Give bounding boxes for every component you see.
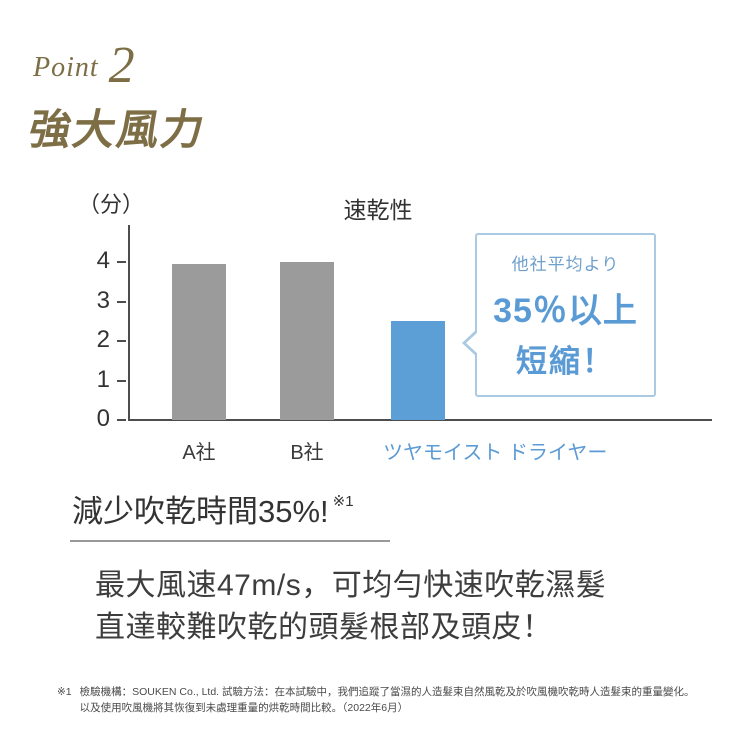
- chart-title: 速乾性: [343, 197, 413, 223]
- footnote-text: 檢驗機構：SOUKEN Co., Ltd. 試驗方法：在本試驗中，我們追蹤了當濕…: [80, 684, 695, 716]
- sub-heading-underline: [70, 540, 390, 542]
- page-title: 強大風力: [25, 106, 210, 153]
- bar-category-label: ツヤモイスト ドライヤー: [383, 442, 608, 464]
- sub-heading: 減少吹乾時間35%! ※1: [70, 486, 392, 531]
- body-line2: 直達較難吹乾的頭髮根部及頭皮！: [95, 611, 553, 644]
- y-tick-label: 3: [96, 286, 110, 314]
- y-tick-mark: [117, 300, 126, 303]
- callout-line1: 他社平均より: [511, 254, 620, 274]
- bar-category-label: A社: [182, 442, 216, 464]
- footnote: ※1 檢驗機構：SOUKEN Co., Ltd. 試驗方法：在本試驗中，我們追蹤…: [57, 684, 695, 716]
- footnote-line2: 以及使用吹風機將其恢復到未處理重量的烘乾時間比較。（2022年6月）: [79, 702, 409, 714]
- footnote-ref: ※1: [332, 493, 354, 510]
- y-tick-mark: [117, 261, 126, 263]
- footnote-line1: 檢驗機構：SOUKEN Co., Ltd. 試驗方法：在本試驗中，我們追蹤了當濕…: [79, 686, 695, 698]
- bar-B社: [280, 262, 334, 420]
- callout-line3: 短縮！: [516, 343, 615, 379]
- callout-bubble: 他社平均より 35％以上 短縮！: [462, 233, 656, 397]
- bar-chart: （分） 速乾性 0 1 2 3 4 A社 B社 ツヤモイスト ドライヤー: [0, 185, 750, 475]
- point-word: Point: [33, 52, 99, 83]
- y-tick-label: 4: [96, 247, 110, 274]
- callout-tail-fill: [466, 331, 479, 355]
- y-axis-unit-label: （分）: [78, 192, 145, 217]
- y-axis-line: [128, 225, 130, 421]
- y-tick-label: 0: [96, 405, 110, 432]
- bar-ツヤモイスト ドライヤー: [391, 321, 445, 420]
- bar-A社: [172, 263, 226, 420]
- footnote-marker: ※1: [57, 686, 72, 698]
- sub-heading-block: 減少吹乾時間35%! ※1: [70, 486, 392, 542]
- x-axis-line: [128, 419, 712, 421]
- sub-heading-text: 減少吹乾時間35%!: [72, 494, 329, 529]
- bar-category-label: B社: [290, 442, 324, 464]
- point-badge: Point 2: [33, 36, 135, 95]
- y-tick-mark: [117, 419, 126, 421]
- y-tick-mark: [117, 340, 126, 342]
- y-tick-label: 1: [96, 365, 110, 393]
- point-number: 2: [108, 37, 135, 94]
- body-line1: 最大風速47m/s，可均勻快速吹乾濕髮: [95, 569, 607, 602]
- y-tick-label: 2: [96, 326, 110, 353]
- y-tick-mark: [117, 379, 126, 382]
- body-text: 最大風速47m/s，可均勻快速吹乾濕髮 直達較難吹乾的頭髮根部及頭皮！: [95, 565, 606, 649]
- callout-line2: 35％以上: [493, 291, 638, 330]
